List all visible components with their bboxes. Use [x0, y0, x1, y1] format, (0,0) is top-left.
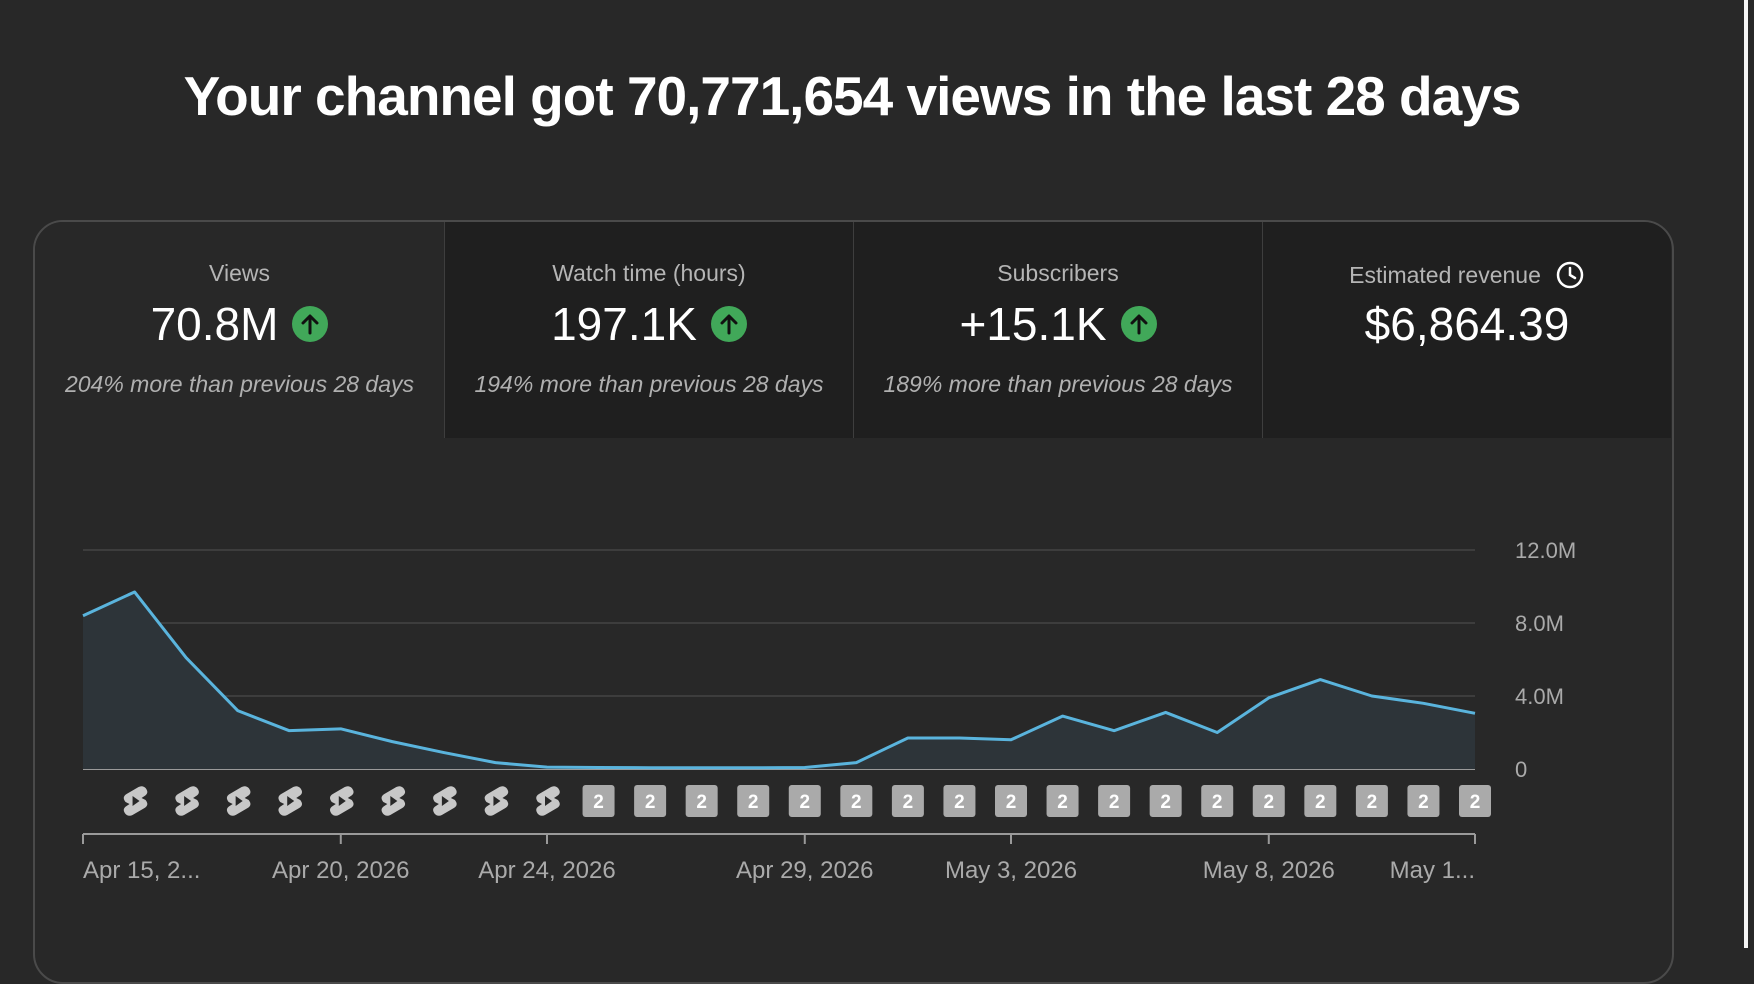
y-tick-label: 8.0M — [1515, 611, 1564, 636]
series-line-views — [82, 590, 1476, 770]
upload-count-badge — [1098, 785, 1131, 817]
upload-count-badge — [1355, 785, 1388, 817]
metric-label: Watch time (hours) — [552, 260, 746, 286]
x-tick-label: Apr 24, 2026 — [478, 857, 615, 884]
shorts-icon — [278, 786, 302, 816]
x-tick-label: May 1... — [1390, 857, 1475, 884]
scrollbar[interactable] — [1744, 0, 1748, 948]
upload-count-label: 2 — [1263, 792, 1274, 813]
upload-count-badge — [737, 785, 770, 817]
shorts-icon — [226, 786, 251, 816]
upload-count-badge — [788, 785, 821, 817]
upload-count-badge — [685, 785, 718, 817]
upload-count-label: 2 — [851, 792, 862, 813]
upload-count-badge — [995, 785, 1027, 817]
series-area — [83, 591, 1475, 769]
upload-count-badge — [582, 785, 615, 817]
arrow-up-icon — [292, 306, 329, 342]
metric-label: Views — [209, 260, 270, 286]
upload-count-badge — [1304, 785, 1337, 817]
upload-count-label: 2 — [1160, 792, 1171, 813]
upload-count-badge — [1407, 785, 1440, 817]
shorts-icon — [433, 786, 457, 816]
shorts-icon — [330, 786, 354, 816]
metric-label: Subscribers — [997, 260, 1119, 286]
views-chart: 12.0M 8.0M 4.0M 0 2 2 2 2 2 2 2 2 2 2 2 2 2 2 2 2 2 2 Apr 15, … — [82, 538, 1576, 884]
upload-count-label: 2 — [645, 792, 656, 813]
metric-tabs: Views 70.8M 204% more than previous 28 d… — [35, 222, 1672, 438]
upload-count-label: 2 — [1212, 792, 1223, 813]
clock-icon — [1555, 260, 1585, 290]
upload-count-badge — [1149, 785, 1182, 817]
upload-count-badge — [1459, 785, 1491, 817]
page-title: Your channel got 70,771,654 views in the… — [183, 65, 1522, 127]
upload-count-badge — [1046, 785, 1079, 817]
metric-comparison: 189% more than previous 28 days — [883, 371, 1233, 397]
upload-count-badge — [1201, 785, 1234, 817]
metric-tab-views[interactable]: Views 70.8M 204% more than previous 28 d… — [35, 222, 444, 438]
upload-count-label: 2 — [954, 792, 965, 813]
y-tick-label: 4.0M — [1515, 684, 1564, 709]
metric-comparison: 204% more than previous 28 days — [64, 371, 415, 397]
metric-value: $6,864.39 — [1364, 298, 1570, 350]
shorts-icon — [536, 786, 560, 816]
y-tick-label: 0 — [1515, 757, 1527, 782]
x-tick-label: Apr 20, 2026 — [272, 857, 409, 884]
upload-count-label: 2 — [696, 792, 707, 813]
metric-comparison: 194% more than previous 28 days — [474, 371, 824, 397]
metric-value: 70.8M — [150, 298, 279, 350]
metric-tab-estimated-revenue[interactable]: Estimated revenue $6,864.39 — [1262, 222, 1671, 438]
y-tick-label: 12.0M — [1515, 538, 1576, 563]
upload-count-label: 2 — [1109, 792, 1120, 813]
analytics-card: Views 70.8M 204% more than previous 28 d… — [33, 220, 1674, 984]
metric-tab-subscribers[interactable]: Subscribers +15.1K 189% more than previo… — [853, 222, 1262, 438]
shorts-icon — [123, 786, 148, 816]
upload-count-label: 2 — [1418, 792, 1429, 813]
upload-count-badge — [891, 785, 924, 817]
upload-count-label: 2 — [1006, 792, 1017, 813]
metric-label: Estimated revenue — [1349, 261, 1541, 288]
arrow-up-icon — [710, 306, 747, 342]
shorts-icon — [381, 786, 406, 816]
upload-count-label: 2 — [903, 792, 914, 813]
x-tick-label: Apr 29, 2026 — [736, 857, 873, 884]
upload-count-label: 2 — [1367, 792, 1378, 813]
metric-value: 197.1K — [551, 298, 697, 350]
upload-count-label: 2 — [1470, 792, 1481, 813]
upload-count-label: 2 — [799, 792, 810, 813]
x-tick-label: May 8, 2026 — [1203, 857, 1335, 884]
upload-count-label: 2 — [1315, 792, 1326, 813]
metric-tab-watch-time[interactable]: Watch time (hours) 197.1K 194% more than… — [444, 222, 853, 438]
upload-count-badge — [840, 785, 873, 817]
upload-count-badge — [1252, 785, 1285, 817]
arrow-up-icon — [1120, 306, 1157, 342]
x-tick-label: Apr 15, 2... — [83, 857, 200, 884]
x-tick-label: May 3, 2026 — [945, 857, 1077, 884]
upload-count-label: 2 — [1057, 792, 1068, 813]
upload-count-label: 2 — [748, 792, 759, 813]
metric-value: +15.1K — [959, 298, 1107, 350]
shorts-icon — [484, 786, 509, 816]
shorts-icon — [175, 786, 199, 816]
upload-count-label: 2 — [593, 792, 604, 813]
upload-count-badge — [634, 785, 667, 817]
upload-count-badge — [943, 785, 976, 817]
